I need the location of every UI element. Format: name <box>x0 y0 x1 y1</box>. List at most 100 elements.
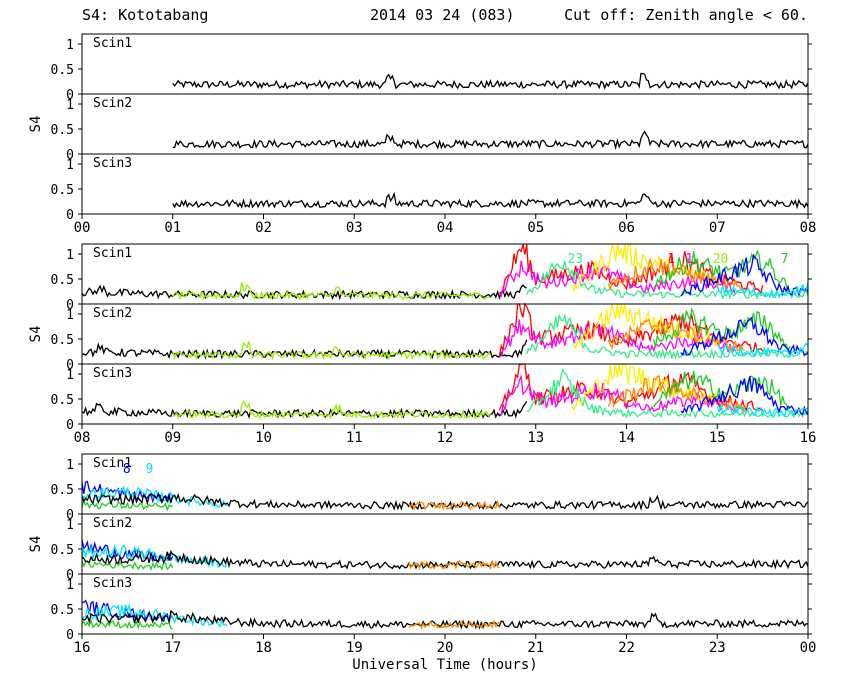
x-tick-label: 11 <box>346 430 363 446</box>
y-tick-label: 1 <box>66 308 74 323</box>
y-tick-label: 0 <box>66 418 74 433</box>
station-title: S4: Kototabang <box>82 6 209 24</box>
date-title: 2014 03 24 (083) <box>370 6 515 24</box>
series-cyan-line-g2-p3 <box>716 404 809 419</box>
x-tick-label: 02 <box>255 220 272 236</box>
prn-label: 1 <box>685 252 693 267</box>
x-tick-label: 06 <box>618 220 635 236</box>
series-mint-line-g2-p2 <box>526 313 809 360</box>
x-tick-label: 16 <box>74 640 91 656</box>
y-tick-label: 1 <box>66 98 74 113</box>
x-tick-label: 00 <box>800 640 817 656</box>
x-tick-label: 18 <box>255 640 272 656</box>
x-tick-label: 13 <box>527 430 544 446</box>
panel-label: Scin1 <box>93 246 132 261</box>
series-green-line-g3-p1 <box>81 499 174 512</box>
series-cyan-line-g2-p1 <box>716 281 809 299</box>
x-tick-label: 10 <box>255 430 272 446</box>
y-tick-label: 1 <box>66 368 74 383</box>
prn-label: 7 <box>781 252 789 267</box>
y-axis-label: S4 <box>28 536 44 553</box>
panel-label: Scin3 <box>93 366 132 381</box>
series-lime-line-g2-p3 <box>172 400 491 420</box>
y-tick-label: 1 <box>66 248 74 263</box>
prn-label: 9 <box>146 462 154 477</box>
panel-label: Scin2 <box>93 516 132 531</box>
series-mint-line-g2-p3 <box>526 368 809 420</box>
panel-label: Scin2 <box>93 306 132 321</box>
panel-label: Scin2 <box>93 96 132 111</box>
cutoff-title: Cut off: Zenith angle < 60. <box>564 6 808 24</box>
series-mint-line-g2-p1 <box>526 261 809 300</box>
series-cyan-line-g2-p2 <box>716 342 809 359</box>
x-tick-label: 01 <box>164 220 181 236</box>
y-tick-label: 1 <box>66 518 74 533</box>
y-tick-label: 0 <box>66 208 74 223</box>
y-tick-label: 0.5 <box>51 393 74 408</box>
x-tick-label: 08 <box>800 220 817 236</box>
prn-label: 20 <box>713 252 729 267</box>
y-tick-label: 0 <box>66 358 74 373</box>
series-magenta-line-g2-p1 <box>498 260 736 298</box>
y-axis-label: S4 <box>28 116 44 133</box>
series-green-line-g3-p3 <box>81 618 173 630</box>
x-tick-label: 15 <box>709 430 726 446</box>
y-tick-label: 0.5 <box>51 123 74 138</box>
y-tick-label: 0 <box>66 508 74 523</box>
y-tick-label: 0 <box>66 568 74 583</box>
y-tick-label: 0.5 <box>51 183 74 198</box>
y-tick-label: 1 <box>66 38 74 53</box>
series-magenta-line-g2-p3 <box>499 374 736 416</box>
x-tick-label: 03 <box>346 220 363 236</box>
series-lime-line-g2-p1 <box>172 281 491 301</box>
x-tick-label: 23 <box>709 640 726 656</box>
y-tick-label: 0 <box>66 628 74 643</box>
y-tick-label: 0.5 <box>51 273 74 288</box>
prn-label: 1 <box>667 252 675 267</box>
panel-label: Scin1 <box>93 456 132 471</box>
panel-frame-g1-p1 <box>81 33 809 95</box>
x-tick-label: 04 <box>437 220 454 236</box>
x-tick-label: 14 <box>618 430 635 446</box>
y-tick-label: 1 <box>66 458 74 473</box>
panel-label: Scin3 <box>93 156 132 171</box>
panel-label: Scin1 <box>93 36 132 51</box>
x-tick-label: 17 <box>164 640 181 656</box>
series-red-line-g2-p3 <box>498 363 764 412</box>
x-tick-label: 20 <box>437 640 454 656</box>
series-blue-line-g2-p1 <box>680 253 809 297</box>
x-tick-label: 09 <box>164 430 181 446</box>
panel-label: Scin3 <box>93 576 132 591</box>
y-tick-label: 0 <box>66 298 74 313</box>
series-black-line-g3-p1 <box>81 492 809 511</box>
x-tick-label: 07 <box>709 220 726 236</box>
y-tick-label: 1 <box>66 578 74 593</box>
x-tick-label: 19 <box>346 640 363 656</box>
series-cyan-line-g3-p3 <box>81 602 228 629</box>
y-tick-label: 0.5 <box>51 543 74 558</box>
series-orange-line-g3-p3 <box>408 619 500 630</box>
series-black-line-g3-p2 <box>81 549 809 570</box>
y-tick-label: 0.5 <box>51 63 74 78</box>
prn-label: 8 <box>123 462 131 477</box>
series-black-line-g1-p3 <box>172 191 809 210</box>
x-tick-label: 16 <box>800 430 817 446</box>
y-tick-label: 0.5 <box>51 333 74 348</box>
y-tick-label: 0.5 <box>51 603 74 618</box>
x-tick-label: 22 <box>618 640 635 656</box>
x-tick-label: 00 <box>74 220 91 236</box>
series-cyan-line-g3-p2 <box>81 544 228 569</box>
prn-label: 23 <box>568 252 584 267</box>
series-green-line-g3-p2 <box>81 559 174 571</box>
y-tick-label: 0 <box>66 148 74 163</box>
series-orange-line-g3-p2 <box>408 559 500 571</box>
series-yellow-line-g2-p1 <box>571 243 718 293</box>
x-tick-label: 21 <box>527 640 544 656</box>
series-blue-line-g2-p3 <box>680 376 809 416</box>
series-lime-line-g2-p2 <box>172 341 491 361</box>
y-tick-label: 0.5 <box>51 483 74 498</box>
series-black-line-g1-p2 <box>172 130 809 151</box>
series-black-line-g1-p1 <box>172 72 809 90</box>
x-tick-label: 08 <box>74 430 91 446</box>
